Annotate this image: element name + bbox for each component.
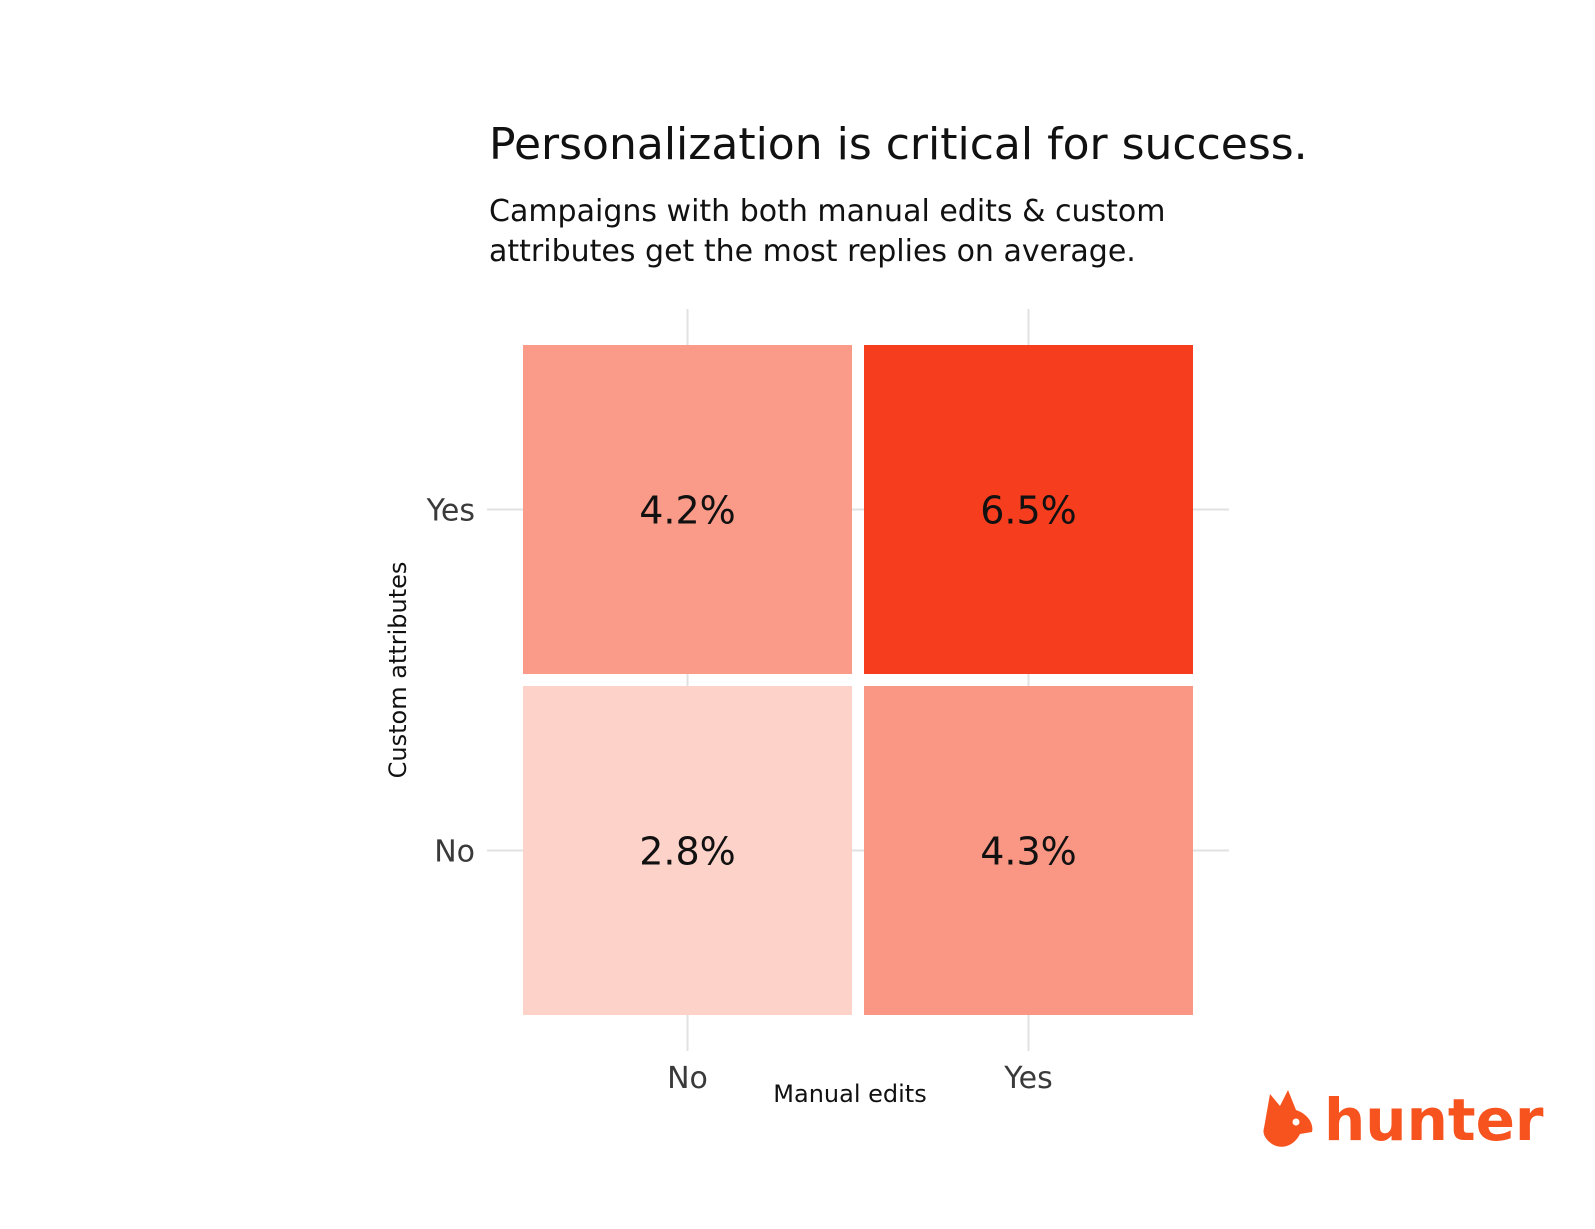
chart-subtitle-line-1: Campaigns with both manual edits & custo… [489, 194, 1166, 229]
heatmap-cell-no-no [523, 686, 852, 1015]
chart-subtitle-line-2: attributes get the most replies on avera… [489, 234, 1136, 269]
heatmap-cell-yes-no [864, 686, 1193, 1015]
x-axis-title: Manual edits [773, 1080, 926, 1108]
x-tick-label: No [667, 1061, 708, 1096]
y-tick-label: Yes [426, 494, 475, 529]
brand-logo: hunter [1263, 1086, 1544, 1154]
heatmap-cell-no-yes [523, 345, 852, 674]
cell-value-label: 6.5% [980, 489, 1077, 533]
y-axis-title: Custom attributes [384, 562, 412, 779]
cell-value-label: 4.2% [639, 489, 736, 533]
heatmap-cell-yes-yes [864, 345, 1193, 674]
chart-title: Personalization is critical for success. [489, 119, 1308, 170]
cell-value-label: 2.8% [639, 830, 736, 874]
heatmap-cells: 4.2% 6.5% 2.8% 4.3% [523, 345, 1193, 1015]
axes: No Yes Yes No [426, 494, 1053, 1097]
brand-name: hunter [1324, 1086, 1544, 1154]
x-tick-label: Yes [1003, 1061, 1052, 1096]
cell-value-label: 4.3% [980, 830, 1077, 874]
fox-head-icon [1263, 1090, 1313, 1147]
y-tick-label: No [434, 835, 475, 870]
